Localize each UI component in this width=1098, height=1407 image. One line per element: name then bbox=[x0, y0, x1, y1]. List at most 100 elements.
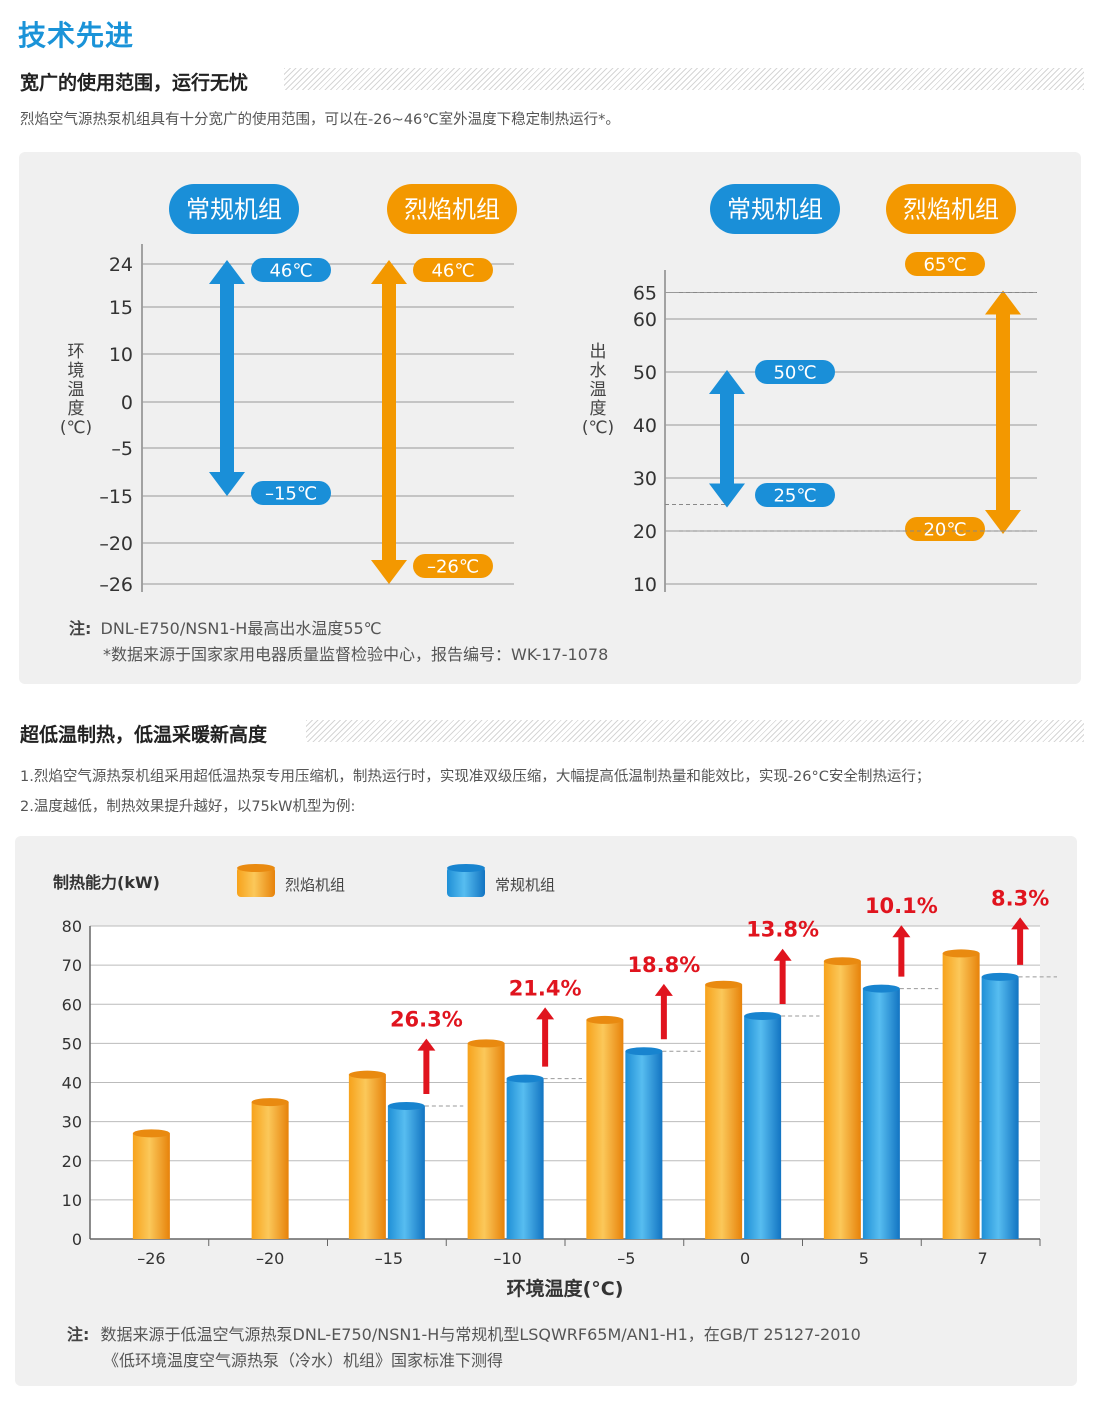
bar-improvement-arrow bbox=[892, 925, 911, 977]
range-note-line2: *数据来源于国家家用电器质量监督检验中心，报告编号：WK-17-1078 bbox=[103, 645, 609, 664]
bar-lieyan bbox=[942, 953, 980, 1239]
section2-title: 超低温制热，低温采暖新高度 bbox=[20, 724, 268, 746]
bar-lieyan bbox=[467, 1043, 505, 1239]
bar-improvement-label: 8.3% bbox=[991, 886, 1049, 910]
bar-note: 注: 数据来源于低温空气源热泵DNL-E750/NSN1-H与常规机型LSQWR… bbox=[67, 1321, 861, 1345]
range-charts-panel: 24 15 10 0 –5 –15 –20 –26 环境温度 (℃) 常规机组 46℃ –15℃ 烈焰机组… bbox=[19, 152, 1081, 684]
env-lieyan-max-pill bbox=[413, 258, 493, 282]
bar-lieyan-cap bbox=[132, 1129, 170, 1138]
range-note-line1: DNL-E750/NSN1-H最高出水温度55℃ bbox=[100, 619, 382, 638]
bar-normal-cap bbox=[862, 984, 900, 993]
bar-improvement-label: 10.1% bbox=[865, 894, 938, 918]
bar-normal bbox=[625, 1051, 663, 1239]
bar-lieyan bbox=[251, 1102, 289, 1239]
bar-normal-cap bbox=[506, 1074, 544, 1083]
env-temp-axis-title-char: 温 bbox=[68, 380, 85, 400]
section1-title-hatch bbox=[284, 68, 1084, 90]
water-temp-tick-label: 65 bbox=[633, 283, 657, 305]
bar-lieyan bbox=[348, 1074, 386, 1239]
env-normal-header-label: 常规机组 bbox=[186, 196, 282, 224]
bar-note-line2: 《低环境温度空气源热泵（冷水）机组》国家标准下测得 bbox=[103, 1351, 504, 1370]
bar-y-tick-label: 40 bbox=[62, 1074, 82, 1093]
section2-title-hatch bbox=[306, 720, 1084, 742]
bar-lieyan bbox=[586, 1019, 624, 1239]
water-normal-min-pill bbox=[755, 483, 835, 507]
water-normal-max-pill bbox=[755, 360, 835, 384]
water-temp-axis-title-char: (℃) bbox=[582, 418, 614, 438]
water-temp-tick-label: 50 bbox=[633, 362, 657, 384]
env-temp-tick-label: 10 bbox=[109, 344, 133, 366]
bar-x-tick-label: –10 bbox=[493, 1249, 521, 1268]
bar-x-tick-label: 7 bbox=[978, 1249, 988, 1268]
water-normal-max-label: 50℃ bbox=[773, 362, 816, 383]
water-temp-tick-label: 30 bbox=[633, 468, 657, 490]
water-temp-axis-title-char: 度 bbox=[590, 399, 607, 419]
bar-y-tick-label: 0 bbox=[72, 1230, 82, 1249]
bar-x-tick-label: –5 bbox=[617, 1249, 635, 1268]
water-temp-tick-label: 10 bbox=[633, 574, 657, 596]
env-temp-tick-label: –15 bbox=[99, 486, 133, 508]
env-normal-max-label: 46℃ bbox=[269, 260, 312, 281]
water-normal-range-arrow bbox=[709, 370, 745, 508]
bar-lieyan-cap bbox=[586, 1015, 624, 1024]
bar-normal bbox=[981, 976, 1019, 1239]
env-lieyan-min-label: –26℃ bbox=[427, 556, 479, 577]
bar-y-tick-label: 30 bbox=[62, 1113, 82, 1132]
legend-swatch-cap bbox=[447, 864, 485, 872]
legend-swatch-normal bbox=[447, 867, 485, 897]
bar-y-tick-label: 60 bbox=[62, 995, 82, 1014]
bar-normal bbox=[387, 1105, 425, 1239]
env-temp-tick-label: 24 bbox=[109, 254, 133, 276]
water-normal-header-label: 常规机组 bbox=[727, 196, 823, 224]
water-lieyan-min-label: 20℃ bbox=[923, 519, 966, 540]
section2-desc-line2: 2.温度越低，制热效果提升越好，以75kW机型为例: bbox=[20, 799, 356, 815]
bar-y-tick-label: 20 bbox=[62, 1152, 82, 1171]
page-title: 技术先进 bbox=[18, 19, 135, 52]
env-lieyan-min-pill bbox=[413, 554, 493, 578]
range-note: 注: DNL-E750/NSN1-H最高出水温度55℃ bbox=[69, 615, 382, 639]
bar-note-line1: 数据来源于低温空气源热泵DNL-E750/NSN1-H与常规机型LSQWRF65… bbox=[100, 1325, 861, 1344]
bar-improvement-label: 21.4% bbox=[509, 976, 582, 1000]
bar-improvement-label: 18.8% bbox=[627, 953, 700, 977]
water-normal-min-label: 25℃ bbox=[773, 485, 816, 506]
bar-note-label: 注: bbox=[67, 1325, 90, 1344]
water-temp-tick-label: 40 bbox=[633, 415, 657, 437]
env-temp-tick-label: 0 bbox=[121, 392, 133, 414]
bar-normal bbox=[506, 1078, 544, 1239]
bar-chart-title: 制热能力(kW) bbox=[53, 873, 160, 892]
section2-desc-line1: 1.烈焰空气源热泵机组采用超低温热泵专用压缩机，制热运行时，实现准双级压缩，大幅… bbox=[20, 769, 931, 785]
range-charts: 2415100–5–15–20–26环境温度(℃)常规机组46℃–15℃烈焰机组… bbox=[60, 184, 1037, 596]
env-lieyan-range-arrow bbox=[371, 260, 407, 584]
bar-normal-cap bbox=[981, 972, 1019, 981]
env-lieyan-header-label: 烈焰机组 bbox=[404, 196, 500, 224]
bar-lieyan bbox=[132, 1133, 170, 1239]
env-temp-tick-label: 15 bbox=[109, 297, 133, 319]
env-normal-max-pill bbox=[251, 258, 331, 282]
bar-chart-panel: 0 10 20 30 40 50 60 70 80 –26 –20 –15 26.3% –10 21.4% –… bbox=[15, 836, 1077, 1386]
bar-improvement-label: 26.3% bbox=[390, 1008, 463, 1032]
water-temp-tick-label: 20 bbox=[633, 521, 657, 543]
bar-x-tick-label: –15 bbox=[375, 1249, 403, 1268]
bar-x-tick-label: 5 bbox=[859, 1249, 869, 1268]
bar-y-tick-label: 50 bbox=[62, 1034, 82, 1053]
legend-swatch-cap bbox=[237, 864, 275, 872]
env-lieyan-max-label: 46℃ bbox=[431, 260, 474, 281]
bar-y-tick-label: 10 bbox=[62, 1191, 82, 1210]
env-normal-min-pill bbox=[251, 481, 331, 505]
section1-title: 宽广的使用范围，运行无忧 bbox=[20, 72, 249, 94]
bar-lieyan-cap bbox=[942, 949, 980, 958]
bar-y-tick-label: 80 bbox=[62, 917, 82, 936]
water-lieyan-header-pill bbox=[886, 184, 1016, 234]
water-lieyan-range-arrow bbox=[985, 290, 1021, 534]
bar-x-tick-label: –26 bbox=[137, 1249, 165, 1268]
env-temp-tick-label: –5 bbox=[111, 438, 133, 460]
env-normal-min-label: –15℃ bbox=[265, 483, 317, 504]
env-temp-axis-title-char: (℃) bbox=[60, 418, 92, 438]
bar-lieyan-cap bbox=[348, 1070, 386, 1079]
env-temp-axis-title-char: 境 bbox=[68, 361, 85, 381]
water-temp-axis-title-char: 出 bbox=[590, 342, 607, 362]
bar-normal-cap bbox=[387, 1101, 425, 1110]
bar-lieyan-cap bbox=[823, 957, 861, 966]
env-temp-axis-title-char: 度 bbox=[68, 399, 85, 419]
bar-lieyan-cap bbox=[467, 1039, 505, 1048]
